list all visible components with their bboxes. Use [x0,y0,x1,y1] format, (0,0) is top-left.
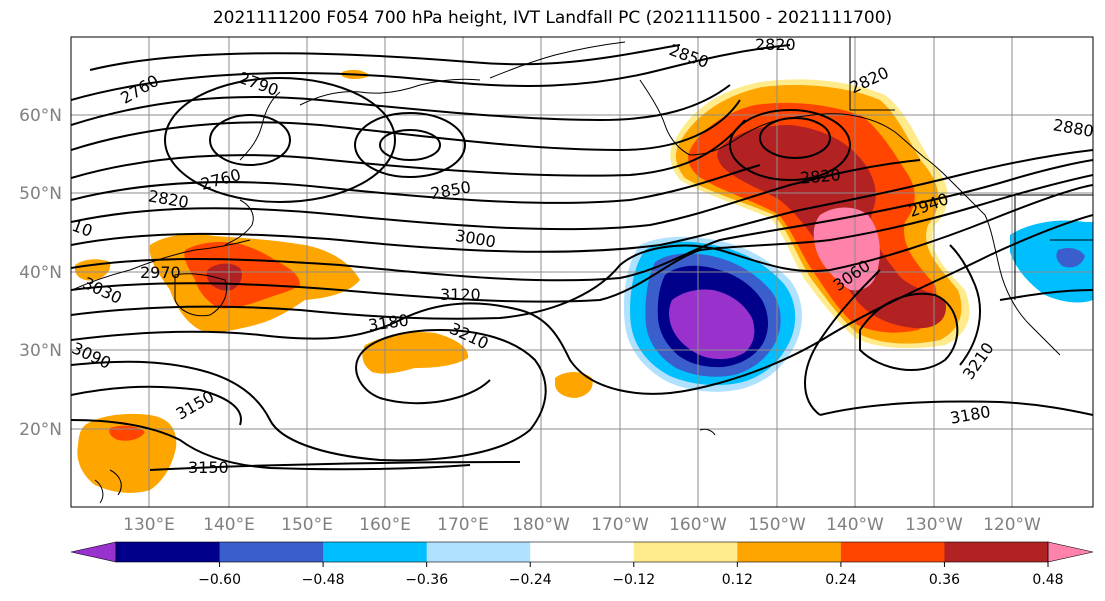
colorbar-tick-label: −0.36 [405,572,448,588]
colorbar-extend-low [70,541,117,563]
colorbar-segment [219,542,324,562]
colorbar-border [115,541,1049,563]
colorbar-segment [840,542,945,562]
colorbar-tick-label: −0.24 [509,572,552,588]
lon-label-140w: 140°W [826,515,884,535]
contour-label-3120: 3120 [440,285,481,304]
lat-label-30n: 30°N [19,341,62,361]
contour-label-2970: 2970 [140,263,181,282]
colorbar-segment [323,542,428,562]
lon-label-170w: 170°W [591,515,649,535]
lon-label-180w: 180°W [512,515,570,535]
colorbar-ticks: −0.60 −0.48 −0.36 −0.24 −0.12 0.12 0.24 0.36 0.4… [198,562,1064,588]
colorbar-tick-label: −0.48 [302,572,345,588]
colorbar-tick-label: −0.12 [612,572,655,588]
lat-label-50n: 50°N [19,184,62,204]
colorbar-segment [426,542,531,562]
lon-label-130e: 130°E [123,515,175,535]
contour-label-3150-b: 3150 [188,458,229,477]
contour-label-2820-b: 2820 [755,35,796,54]
lon-label-170e: 170°E [437,515,489,535]
map-title: 2021111200 F054 700 hPa height, IVT Land… [212,8,893,28]
colorbar-segment [530,542,635,562]
height-contours [71,44,1093,471]
lon-label-130w: 130°W [905,515,963,535]
map-border [70,36,1094,508]
lon-label-120w: 120°W [983,515,1041,535]
contour-label-2820-d: 2820 [799,165,841,187]
lat-label-40n: 40°N [19,263,62,283]
colorbar-tick-label: 0.48 [1032,572,1063,588]
latitude-labels: 60°N 50°N 40°N 30°N 20°N [19,106,62,440]
colorbar-tick-label: 0.24 [825,572,856,588]
lon-label-160e: 160°E [359,515,411,535]
colorbar-segment [633,542,738,562]
colorbar-segment [944,542,1049,562]
colorbar-tick-label: 0.12 [722,572,753,588]
negative-anomaly-shading [623,220,1093,392]
lon-label-160w: 160°W [669,515,727,535]
colorbar-tick-label: 0.36 [929,572,960,588]
colorbar-extend-high [1047,541,1094,563]
lon-label-150w: 150°W [748,515,806,535]
lat-label-20n: 20°N [19,420,62,440]
longitude-labels: 130°E 140°E 150°E 160°E 170°E 180°W 170°… [123,515,1041,535]
colorbar-segment [737,542,842,562]
lon-label-140e: 140°E [203,515,255,535]
lon-label-150e: 150°E [281,515,333,535]
colorbar-tick-label: −0.60 [198,572,241,588]
contour-labels: 2760 2790 2760 2820 2850 2820 2850 2820 … [69,35,1095,477]
coastlines [71,37,1093,504]
colorbar [70,541,1094,563]
colorbar-segment [116,542,221,562]
lat-label-60n: 60°N [19,106,62,126]
